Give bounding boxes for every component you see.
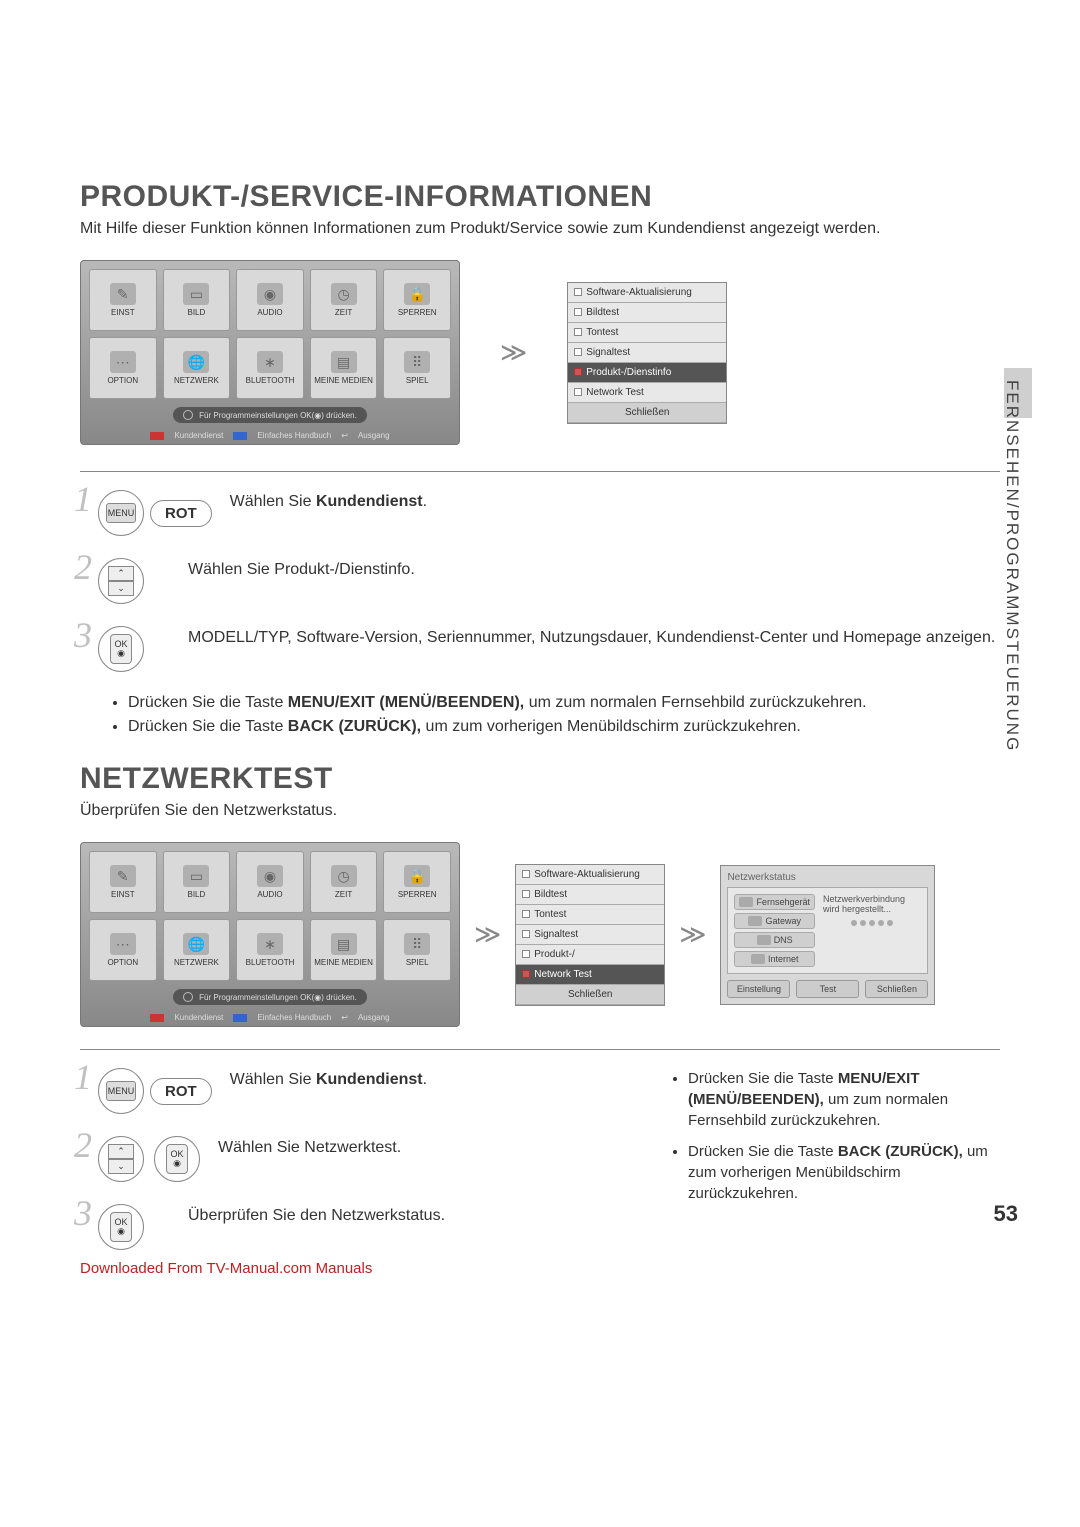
tv-menu-panel-2: ✎EINST▭BILD◉AUDIO◷ZEIT🔒SPERREN ⋯OPTION🌐NE… xyxy=(80,842,460,1027)
rot-pill: ROT xyxy=(150,500,212,527)
remote-menu-button: MENU xyxy=(98,490,144,536)
tv-menu-item[interactable]: ∗BLUETOOTH xyxy=(236,919,304,981)
tv-menu-item[interactable]: ⠿SPIEL xyxy=(383,337,451,399)
net-node: Gateway xyxy=(734,913,815,929)
remote-menu-button: MENU xyxy=(98,1068,144,1114)
section2-title: NETZWERKTEST xyxy=(80,762,1000,796)
customer-service-list-2: Software-AktualisierungBildtestTontestSi… xyxy=(515,864,665,1006)
step2-text: Wählen Sie Produkt-/Dienstinfo. xyxy=(188,558,1000,581)
cs-list-item[interactable]: Produkt-/Dienstinfo xyxy=(568,363,726,383)
tv-hint-2: Für Programmeinstellungen OK(◉) drücken. xyxy=(173,989,367,1005)
tv-menu-item[interactable]: ▤MEINE MEDIEN xyxy=(310,919,378,981)
section1-title: PRODUKT-/SERVICE-INFORMATIONEN xyxy=(80,180,1000,214)
step-number-3: 3 xyxy=(74,1192,92,1234)
tv-menu-item[interactable]: 🌐NETZWERK xyxy=(163,919,231,981)
network-status-panel: Netzwerkstatus FernsehgerätGatewayDNSInt… xyxy=(720,865,935,1005)
tv-menu-item[interactable]: ◷ZEIT xyxy=(310,851,378,913)
tv-menu-item[interactable]: ✎EINST xyxy=(89,851,157,913)
net-button[interactable]: Test xyxy=(796,980,859,998)
tv-menu-item[interactable]: 🔒SPERREN xyxy=(383,851,451,913)
step-number-1: 1 xyxy=(74,1056,92,1098)
cs-close[interactable]: Schließen xyxy=(568,403,726,423)
tv-menu-item[interactable]: ◉AUDIO xyxy=(236,269,304,331)
tv-menu-panel: ✎EINST▭BILD◉AUDIO◷ZEIT🔒SPERREN ⋯OPTION🌐NE… xyxy=(80,260,460,445)
net-node: DNS xyxy=(734,932,815,948)
step-number-1: 1 xyxy=(74,478,92,520)
net-button[interactable]: Schließen xyxy=(865,980,928,998)
cs-list-item[interactable]: Software-Aktualisierung xyxy=(516,865,664,885)
download-source: Downloaded From TV-Manual.com Manuals xyxy=(80,1260,372,1277)
cs-list-item[interactable]: Tontest xyxy=(568,323,726,343)
net-node: Internet xyxy=(734,951,815,967)
net-node: Fernsehgerät xyxy=(734,894,815,910)
cs-list-item[interactable]: Network Test xyxy=(568,383,726,403)
remote-nav-button: ⌃⌄ xyxy=(98,1136,144,1182)
arrow-icon: ≫ xyxy=(500,337,527,368)
tv-menu-item[interactable]: ▭BILD xyxy=(163,269,231,331)
remote-ok-button: OK◉ xyxy=(154,1136,200,1182)
section2-subtitle: Überprüfen Sie den Netzwerkstatus. xyxy=(80,802,1000,820)
cs-list-item[interactable]: Bildtest xyxy=(516,885,664,905)
customer-service-list: Software-AktualisierungBildtestTontestSi… xyxy=(567,282,727,424)
cs-list-item[interactable]: Signaltest xyxy=(568,343,726,363)
notes-list-2: Drücken Sie die Taste MENU/EXIT (MENÜ/BE… xyxy=(670,1068,1000,1214)
cs-list-item[interactable]: Software-Aktualisierung xyxy=(568,283,726,303)
tv-menu-item[interactable]: 🔒SPERREN xyxy=(383,269,451,331)
remote-ok-button: OK◉ xyxy=(98,1204,144,1250)
notes-list-1: Drücken Sie die Taste MENU/EXIT (MENÜ/BE… xyxy=(110,694,1000,736)
arrow-icon: ≫ xyxy=(474,919,501,950)
step1-text: Wählen Sie Kundendienst. xyxy=(230,490,1000,513)
cs-list-item[interactable]: Bildtest xyxy=(568,303,726,323)
arrow-icon: ≫ xyxy=(679,919,706,950)
remote-ok-button: OK◉ xyxy=(98,626,144,672)
tv-hint: Für Programmeinstellungen OK(◉) drücken. xyxy=(173,407,367,423)
step-number-3: 3 xyxy=(74,614,92,656)
cs-close[interactable]: Schließen xyxy=(516,985,664,1005)
tv-menu-item[interactable]: ▭BILD xyxy=(163,851,231,913)
tv-menu-item[interactable]: ⋯OPTION xyxy=(89,337,157,399)
step1b-text: Wählen Sie Kundendienst. xyxy=(230,1068,640,1091)
tv-menu-item[interactable]: ✎EINST xyxy=(89,269,157,331)
step3b-text: Überprüfen Sie den Netzwerkstatus. xyxy=(188,1204,640,1227)
tv-footer-2: Kundendienst Einfaches Handbuch ↩Ausgang xyxy=(89,1013,451,1022)
remote-nav-button: ⌃⌄ xyxy=(98,558,144,604)
tv-menu-item[interactable]: ∗BLUETOOTH xyxy=(236,337,304,399)
cs-list-item[interactable]: Network Test xyxy=(516,965,664,985)
tv-menu-item[interactable]: 🌐NETZWERK xyxy=(163,337,231,399)
tv-menu-item[interactable]: ⋯OPTION xyxy=(89,919,157,981)
net-button[interactable]: Einstellung xyxy=(727,980,790,998)
step2b-text: Wählen Sie Netzwerktest. xyxy=(218,1136,640,1159)
tv-menu-item[interactable]: ▤MEINE MEDIEN xyxy=(310,337,378,399)
rot-pill: ROT xyxy=(150,1078,212,1105)
tv-footer: Kundendienst Einfaches Handbuch ↩Ausgang xyxy=(89,431,451,440)
tv-menu-item[interactable]: ◉AUDIO xyxy=(236,851,304,913)
cs-list-item[interactable]: Produkt-/ xyxy=(516,945,664,965)
cs-list-item[interactable]: Signaltest xyxy=(516,925,664,945)
step3-text: MODELL/TYP, Software-Version, Seriennumm… xyxy=(188,626,1000,649)
step-number-2: 2 xyxy=(74,1124,92,1166)
section1-subtitle: Mit Hilfe dieser Funktion können Informa… xyxy=(80,220,1000,238)
cs-list-item[interactable]: Tontest xyxy=(516,905,664,925)
step-number-2: 2 xyxy=(74,546,92,588)
tv-menu-item[interactable]: ⠿SPIEL xyxy=(383,919,451,981)
page-number: 53 xyxy=(994,1201,1018,1227)
tv-menu-item[interactable]: ◷ZEIT xyxy=(310,269,378,331)
